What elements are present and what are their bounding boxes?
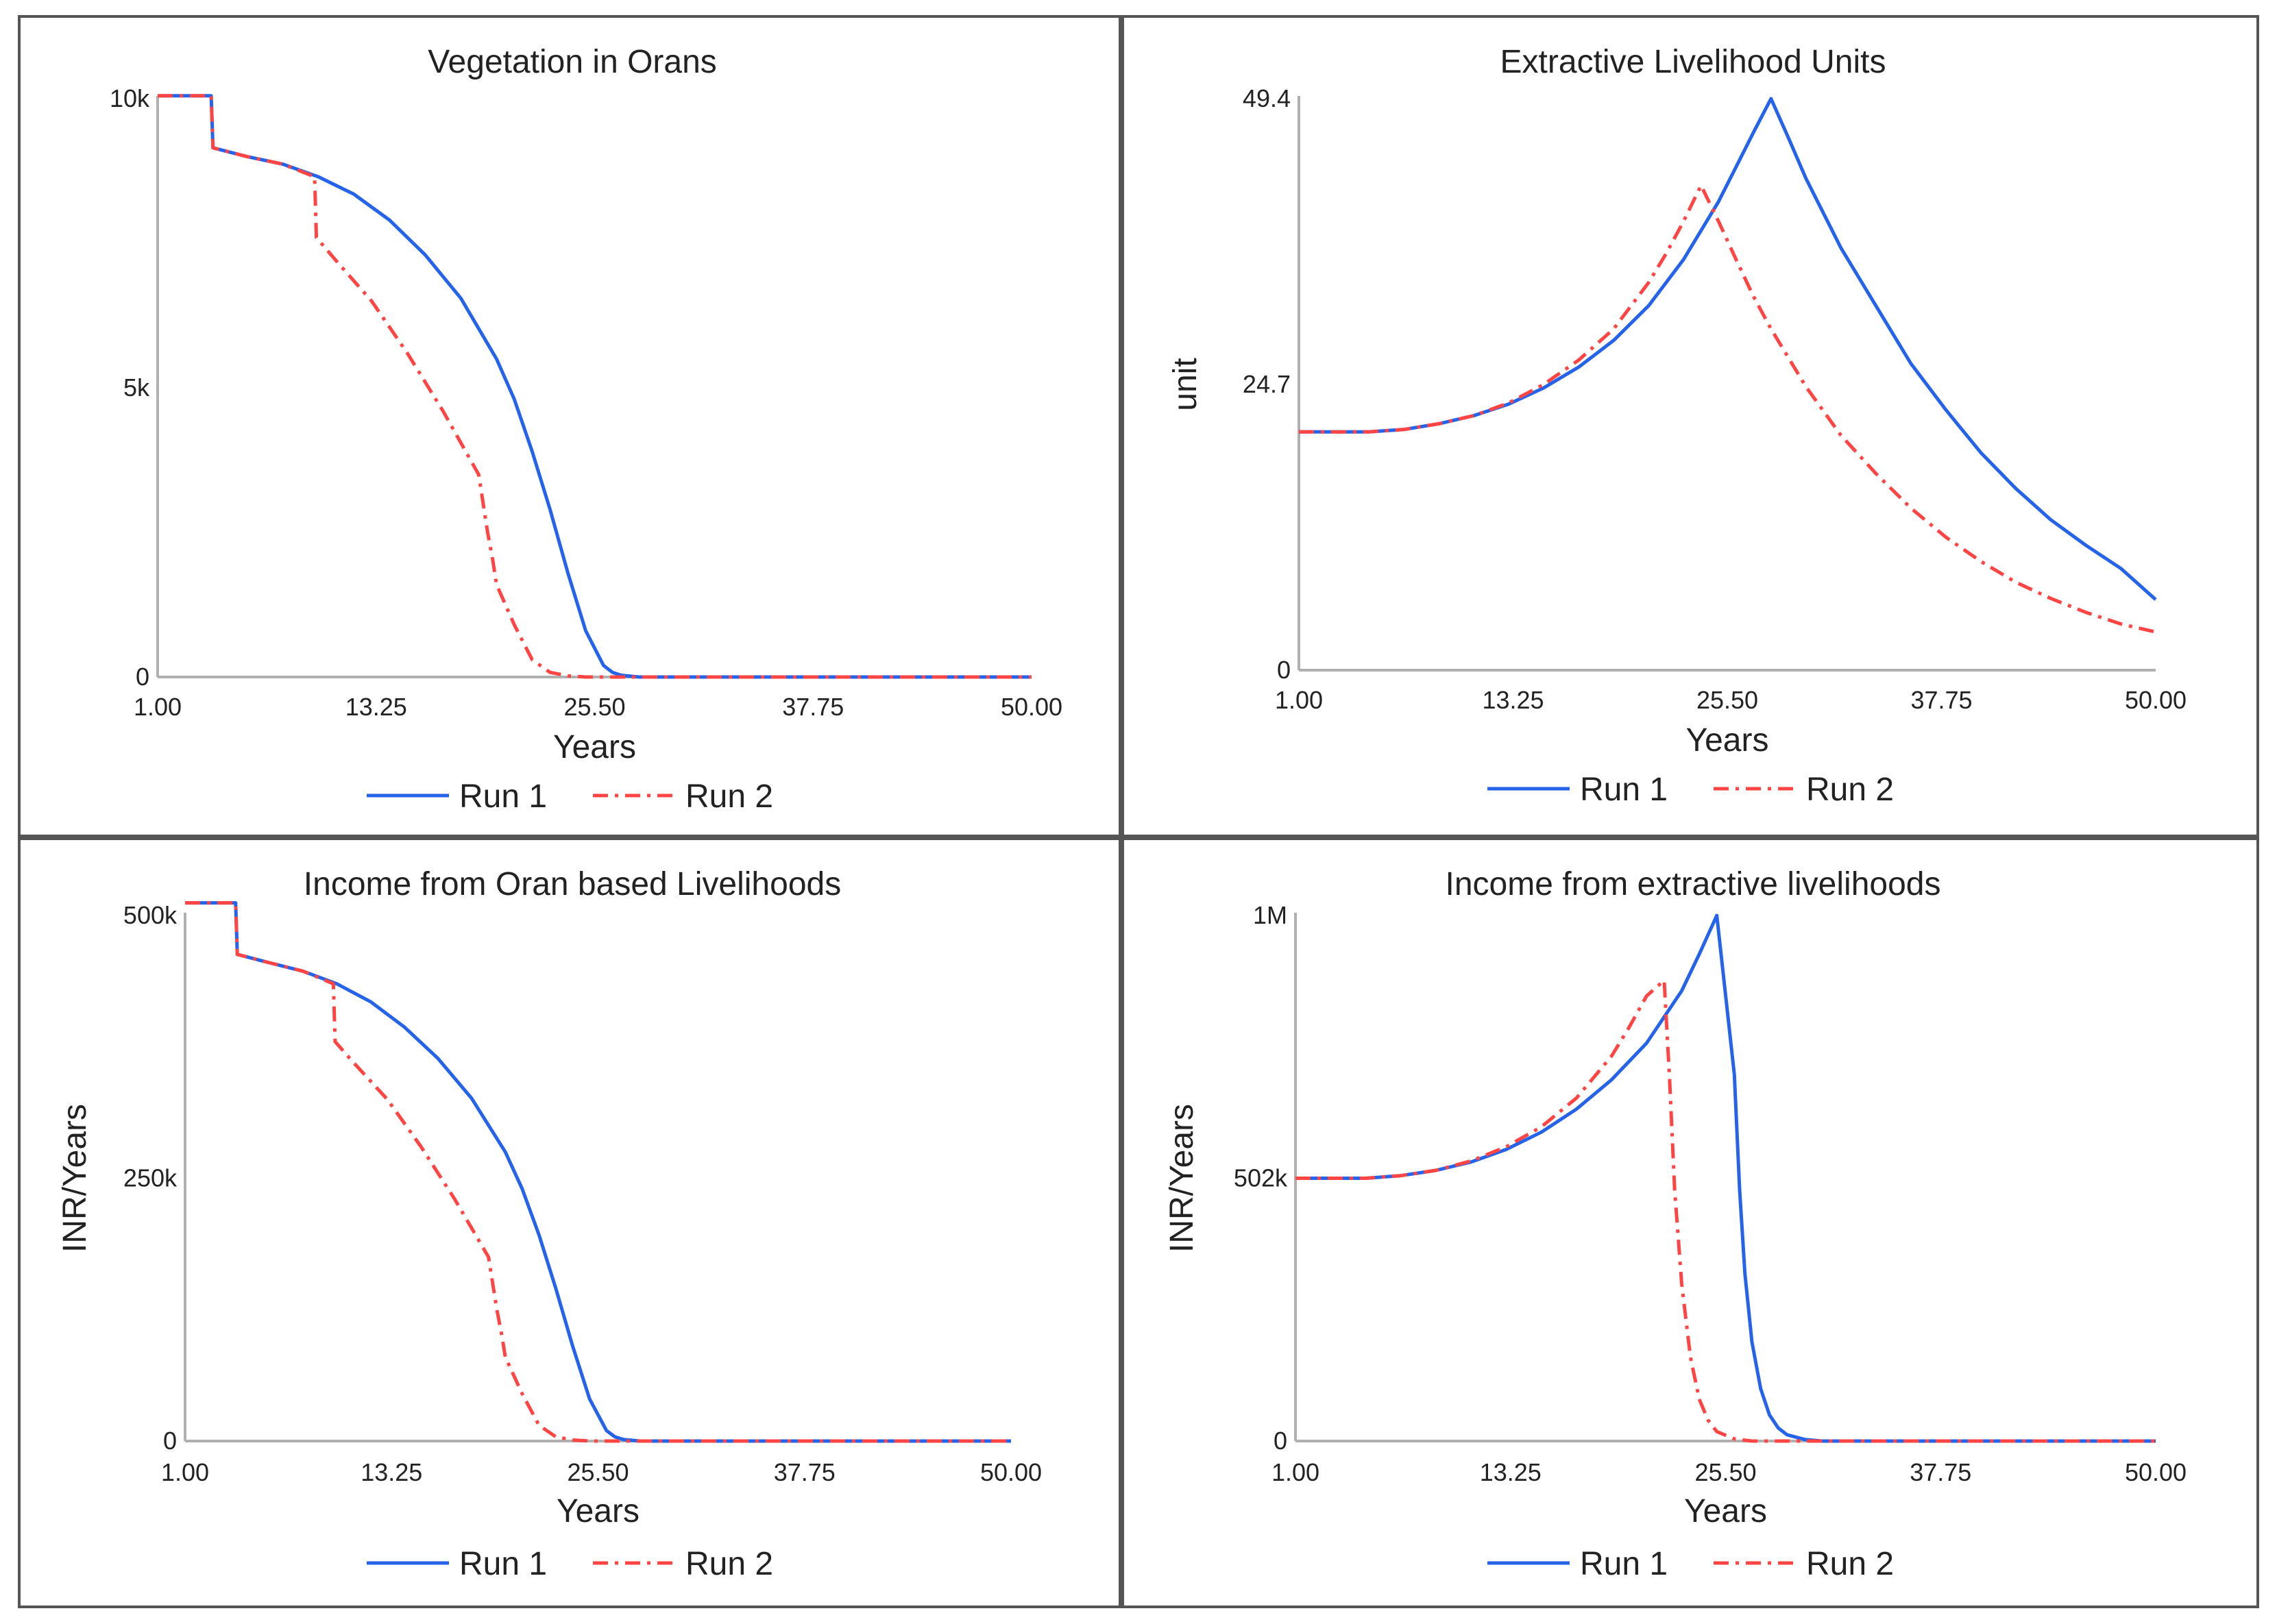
x-tick-label: 25.50 — [567, 1458, 629, 1486]
series-line-1 — [1295, 913, 2156, 1443]
x-tick-label: 50.00 — [980, 1458, 1042, 1486]
y-tick-label: 0 — [163, 1427, 177, 1455]
series-line-2 — [1295, 979, 2156, 1443]
x-tick-label: 37.75 — [1910, 686, 1972, 714]
y-tick-label: 0 — [1277, 656, 1291, 684]
series-line-1 — [1299, 97, 2157, 601]
x-tick-label: 1.00 — [161, 1458, 209, 1486]
x-tick-label: 1.00 — [1275, 686, 1323, 714]
x-tick-label: 13.25 — [361, 1458, 422, 1486]
x-tick-label: 1.00 — [134, 693, 182, 721]
chart-title: Income from Oran based Livelihoods — [304, 866, 841, 902]
y-tick-label: 0 — [136, 663, 149, 691]
x-axis-label: Years — [553, 729, 636, 765]
x-tick-label: 13.25 — [345, 693, 407, 721]
chart-vegetation-in-orans: Vegetation in Orans 0 5k 10k 1.00 13.25 25.50 3… — [110, 44, 1062, 815]
series-line-2 — [185, 901, 1011, 1443]
legend-label-2: Run 2 — [685, 1546, 773, 1582]
y-tick-label: 5k — [123, 373, 150, 402]
chart-panel-vegetation: Vegetation in Orans 0 5k 10k 1.00 13.25 25.50 3… — [18, 15, 1121, 837]
x-tick-label: 50.00 — [2125, 1458, 2187, 1486]
x-tick-label: 50.00 — [2125, 686, 2187, 714]
y-tick-label: 10k — [110, 84, 150, 112]
x-tick-label: 50.00 — [1001, 693, 1062, 721]
chart-income-oran-livelihoods: Income from Oran based Livelihoods 0 250k 5… — [57, 866, 1042, 1582]
chart-panel-extractive-income: Income from extractive livelihoods 0 502k 1… — [1121, 837, 2259, 1608]
legend-label-1: Run 1 — [1580, 1546, 1668, 1582]
x-tick-label: 25.50 — [1696, 686, 1758, 714]
x-tick-label: 25.50 — [563, 693, 625, 721]
chart-income-extractive-livelihoods: Income from extractive livelihoods 0 502k 1… — [1164, 866, 2187, 1582]
y-tick-label: 24.7 — [1243, 370, 1291, 398]
y-axis-label: INR/Years — [57, 1104, 93, 1253]
y-tick-label: 250k — [123, 1164, 178, 1192]
x-tick-label: 13.25 — [1482, 686, 1544, 714]
series-line-1 — [158, 94, 1032, 679]
chart-title: Vegetation in Orans — [428, 44, 717, 80]
x-tick-label: 37.75 — [782, 693, 844, 721]
x-axis-label: Years — [557, 1493, 640, 1529]
chart-title: Income from extractive livelihoods — [1446, 866, 1941, 902]
x-tick-label: 37.75 — [774, 1458, 836, 1486]
x-tick-label: 37.75 — [1910, 1458, 1971, 1486]
y-axis-label: unit — [1167, 358, 1204, 410]
chart-title: Extractive Livelihood Units — [1500, 44, 1886, 80]
series-line-2 — [158, 94, 1032, 679]
legend-label-2: Run 2 — [1806, 1546, 1894, 1582]
series-line-1 — [185, 901, 1011, 1443]
chart-panel-extractive-units: Extractive Livelihood Units 0 24.7 49.4 1.00… — [1121, 15, 2259, 837]
y-tick-label: 49.4 — [1243, 84, 1291, 112]
y-tick-label: 500k — [123, 901, 178, 929]
chart-extractive-livelihood-units: Extractive Livelihood Units 0 24.7 49.4 1.00… — [1167, 44, 2187, 808]
x-tick-label: 1.00 — [1271, 1458, 1319, 1486]
chart-panel-oran-income: Income from Oran based Livelihoods 0 250k 5… — [18, 837, 1121, 1608]
y-tick-label: 0 — [1274, 1427, 1287, 1455]
y-tick-label: 502k — [1234, 1164, 1288, 1192]
y-axis-label: INR/Years — [1164, 1104, 1200, 1253]
legend-label-1: Run 1 — [459, 778, 547, 815]
legend-label-1: Run 1 — [459, 1546, 547, 1582]
x-axis-label: Years — [1684, 1493, 1767, 1529]
x-tick-label: 25.50 — [1694, 1458, 1756, 1486]
x-tick-label: 13.25 — [1480, 1458, 1542, 1486]
legend-label-2: Run 2 — [1806, 772, 1894, 808]
x-axis-label: Years — [1686, 722, 1769, 759]
series-line-2 — [1299, 184, 2156, 634]
y-tick-label: 1M — [1253, 901, 1287, 929]
legend-label-1: Run 1 — [1580, 772, 1668, 808]
legend-label-2: Run 2 — [685, 778, 773, 815]
